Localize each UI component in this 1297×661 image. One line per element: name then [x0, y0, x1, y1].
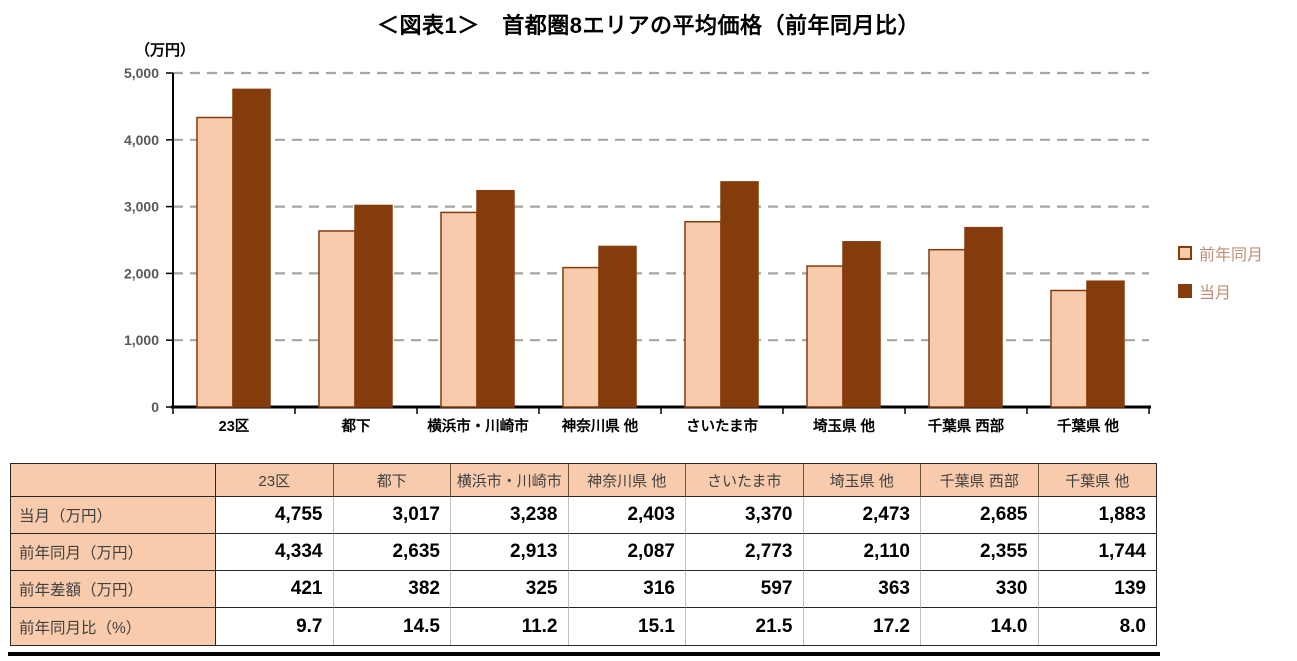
bar-当月-横浜市・川崎市 — [476, 189, 515, 408]
table-cell: 363 — [803, 571, 921, 608]
table-cell: 139 — [1038, 571, 1156, 608]
table-cell: 11.2 — [451, 608, 569, 645]
bar-前年同月-埼玉県 他 — [806, 265, 844, 408]
x-category-label: さいたま市 — [686, 417, 759, 435]
table-cell: 2,685 — [921, 497, 1039, 534]
table-cell: 2,110 — [803, 534, 921, 571]
bar-前年同月-千葉県 西部 — [928, 248, 966, 408]
table-cell: 14.0 — [921, 608, 1039, 645]
table-column-header: 都下 — [333, 464, 451, 497]
chart-legend: 前年同月 当月 — [1178, 241, 1263, 317]
y-tick-label: 1,000 — [124, 332, 159, 348]
legend-swatch-icon — [1178, 246, 1192, 260]
bar-当月-都下 — [354, 204, 393, 408]
x-category-label: 神奈川県 他 — [562, 417, 639, 435]
y-tick-label: 0 — [151, 399, 159, 415]
table-column-header: 千葉県 西部 — [921, 464, 1039, 497]
bar-前年同月-神奈川県 他 — [562, 266, 600, 408]
table-cell: 8.0 — [1038, 608, 1156, 645]
x-category-label: 千葉県 他 — [1057, 417, 1120, 435]
table-cell: 2,355 — [921, 534, 1039, 571]
bar-当月-さいたま市 — [720, 181, 759, 408]
table-row-label: 当月（万円） — [11, 497, 216, 534]
table-column-header: 埼玉県 他 — [803, 464, 921, 497]
table-cell: 2,473 — [803, 497, 921, 534]
table-cell: 2,773 — [686, 534, 804, 571]
x-category-label: 23区 — [219, 418, 250, 435]
legend-swatch-icon — [1178, 284, 1192, 298]
bar-当月-千葉県 他 — [1086, 280, 1125, 408]
x-category-label: 都下 — [341, 418, 371, 435]
bar-前年同月-23区 — [196, 116, 234, 408]
table-cell: 3,238 — [451, 497, 569, 534]
bar-当月-神奈川県 他 — [598, 245, 637, 408]
bar-前年同月-さいたま市 — [684, 221, 722, 408]
bottom-border-line — [8, 652, 1160, 656]
table-cell: 421 — [216, 571, 334, 608]
y-tick-label: 3,000 — [124, 199, 159, 215]
table-cell: 17.2 — [803, 608, 921, 645]
legend-item-当月: 当月 — [1178, 279, 1263, 303]
table-row-label: 前年差額（万円） — [11, 571, 216, 608]
bar-chart: 0 1,000 2,000 3,000 4,000 5,000 23区 都下 横浜市・川崎市 神奈… — [124, 65, 1151, 435]
table-cell: 3,017 — [333, 497, 451, 534]
table-column-header: 横浜市・川崎市 — [451, 464, 569, 497]
table-cell: 1,883 — [1038, 497, 1156, 534]
bar-前年同月-横浜市・川崎市 — [440, 211, 478, 408]
table-cell: 14.5 — [333, 608, 451, 645]
table-cell: 2,913 — [451, 534, 569, 571]
y-axis-unit-label: （万円） — [135, 42, 196, 59]
table-row-label: 前年同月（万円） — [11, 534, 216, 571]
bar-前年同月-都下 — [318, 230, 356, 408]
bar-当月-埼玉県 他 — [842, 241, 881, 408]
table-cell: 597 — [686, 571, 804, 608]
data-table: 23区 都下 横浜市・川崎市 神奈川県 他さいたま市 埼玉県 他千葉県 西部 千葉県 他当… — [10, 463, 1157, 646]
bar-当月-千葉県 西部 — [964, 226, 1003, 408]
table-corner-cell — [11, 464, 216, 497]
y-tick-label: 4,000 — [124, 132, 159, 148]
table-column-header: さいたま市 — [686, 464, 804, 497]
table-column-header: 神奈川県 他 — [568, 464, 686, 497]
y-tick-label: 5,000 — [124, 65, 159, 81]
bar-前年同月-千葉県 他 — [1050, 289, 1088, 408]
table-cell: 316 — [568, 571, 686, 608]
table-cell: 382 — [333, 571, 451, 608]
table-cell: 2,087 — [568, 534, 686, 571]
table-cell: 325 — [451, 571, 569, 608]
x-category-label: 千葉県 西部 — [928, 417, 1005, 435]
figure-title: ＜図表1＞ 首都圏8エリアの平均価格（前年同月比） — [377, 13, 920, 38]
table-cell: 2,635 — [333, 534, 451, 571]
legend-label: 前年同月 — [1199, 247, 1264, 264]
table-cell: 15.1 — [568, 608, 686, 645]
table-row-label: 前年同月比（%） — [11, 608, 216, 645]
table-column-header: 23区 — [216, 464, 334, 497]
y-tick-label: 2,000 — [124, 265, 159, 281]
table-cell: 2,403 — [568, 497, 686, 534]
table-cell: 4,334 — [216, 534, 334, 571]
table-column-header: 千葉県 他 — [1038, 464, 1156, 497]
bar-当月-23区 — [232, 88, 271, 408]
table-cell: 330 — [921, 571, 1039, 608]
table-cell: 1,744 — [1038, 534, 1156, 571]
legend-item-前年同月: 前年同月 — [1178, 241, 1263, 265]
table-cell: 4,755 — [216, 497, 334, 534]
legend-label: 当月 — [1199, 285, 1232, 302]
table-cell: 21.5 — [686, 608, 804, 645]
table-cell: 9.7 — [216, 608, 334, 645]
x-category-label: 横浜市・川崎市 — [427, 417, 529, 435]
x-category-label: 埼玉県 他 — [813, 417, 876, 435]
table-cell: 3,370 — [686, 497, 804, 534]
